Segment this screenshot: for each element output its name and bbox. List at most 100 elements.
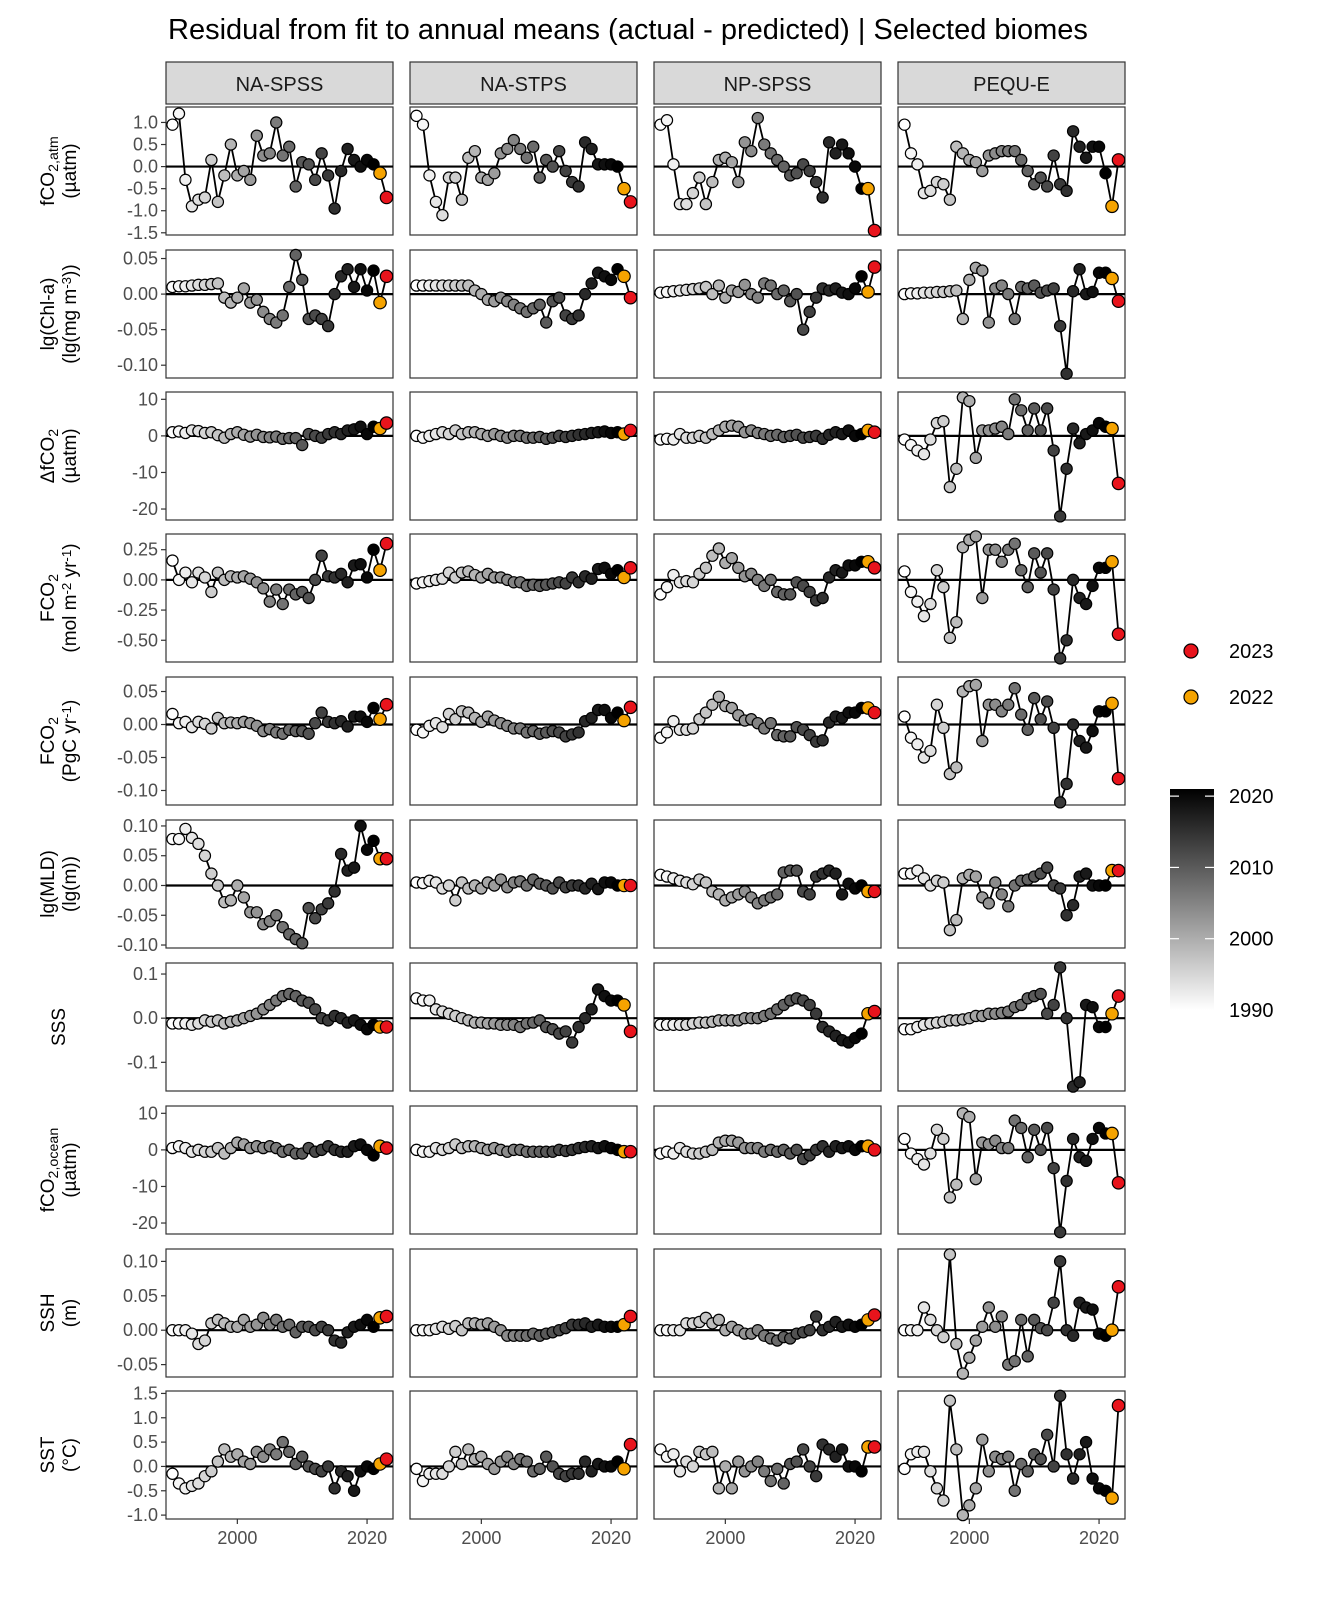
y-tick-label: -20 [132, 1213, 158, 1233]
data-point [764, 716, 777, 730]
panel [409, 249, 638, 379]
data-point [835, 1443, 849, 1456]
data-point [1008, 537, 1021, 550]
y-tick-label: 0 [148, 426, 158, 446]
y-axis-unit: (µatm) [60, 1142, 81, 1197]
data-point [956, 1367, 970, 1380]
panel [653, 1390, 882, 1520]
data-point [360, 571, 374, 584]
legend-key-2022 [1183, 689, 1199, 705]
panel [165, 1248, 394, 1378]
data-point [937, 415, 950, 428]
data-point [803, 585, 816, 599]
data-point [552, 144, 566, 158]
data-point [224, 138, 238, 151]
data-point [205, 585, 218, 599]
data-point [725, 551, 739, 565]
data-point [930, 698, 944, 711]
data-point [308, 573, 322, 587]
data-point [712, 1482, 726, 1495]
data-point [379, 190, 394, 205]
data-point [989, 543, 1002, 556]
data-point [308, 716, 322, 730]
y-tick-label: 1.5 [133, 1383, 158, 1403]
data-point [855, 1027, 868, 1040]
data-point [347, 280, 361, 294]
panel-border [409, 1105, 638, 1235]
panel-border [409, 1248, 638, 1378]
y-axis-label: FCO2 [38, 717, 62, 765]
data-point [1086, 1303, 1099, 1316]
data-point [660, 726, 674, 739]
data-point [1099, 1020, 1112, 1034]
data-point [585, 1003, 598, 1016]
data-point [1079, 597, 1093, 611]
data-point [1053, 882, 1067, 895]
facet-label: NP-SPSS [724, 74, 812, 96]
data-point [924, 1313, 937, 1327]
legend-label-2022: 2022 [1229, 687, 1274, 709]
y-tick-label: 0.00 [123, 715, 158, 735]
data-point [1021, 1150, 1034, 1164]
data-point [1040, 861, 1054, 874]
x-tick-label: 2000 [705, 1528, 745, 1548]
facet-strip: NA-STPS [409, 61, 638, 105]
data-point [1105, 696, 1119, 711]
data-point [617, 269, 631, 284]
data-point [732, 561, 745, 575]
data-point [1008, 393, 1021, 406]
data-point [963, 1110, 976, 1124]
data-point [1047, 1296, 1060, 1309]
data-point [867, 705, 882, 720]
data-point [185, 576, 199, 589]
data-point [803, 1460, 816, 1473]
data-point [950, 761, 963, 774]
plot-area: NA-SPSS NA-STPS NP-SPSS PEQU-EfCO2,atm(µatm… [38, 61, 1126, 1548]
y-axis-unit: (°C) [60, 1438, 81, 1472]
data-point [283, 280, 296, 294]
data-point [334, 164, 348, 178]
panel [165, 391, 394, 521]
facet-strip: NA-SPSS [165, 61, 394, 105]
data-point [559, 164, 572, 178]
data-point [764, 573, 777, 587]
y-tick-label: 0.05 [123, 1286, 158, 1306]
x-tick-label: 2000 [461, 1528, 501, 1548]
data-point [777, 160, 790, 173]
data-point [855, 270, 868, 283]
data-point [179, 566, 192, 579]
panel [653, 249, 882, 379]
data-point [917, 1301, 931, 1314]
data-point [1015, 708, 1028, 721]
y-tick-label: 10 [138, 389, 158, 409]
data-point [937, 1330, 950, 1344]
y-tick-label: -1.0 [127, 201, 158, 221]
data-point [296, 937, 309, 950]
data-point [867, 1440, 882, 1454]
data-point [1079, 1154, 1093, 1168]
data-point [211, 1455, 225, 1468]
data-point [1111, 989, 1126, 1003]
data-point [416, 118, 430, 131]
data-point [1008, 144, 1021, 158]
data-point [527, 140, 540, 153]
data-point [1060, 462, 1073, 475]
data-point [1111, 863, 1126, 878]
data-point [1047, 444, 1060, 457]
panel [897, 1105, 1126, 1239]
y-axis-unit: (m) [60, 1299, 81, 1327]
x-tick-label: 2020 [591, 1528, 631, 1548]
panel-border [409, 676, 638, 806]
data-point [1021, 424, 1034, 437]
data-point [835, 888, 849, 901]
data-point [1073, 263, 1086, 276]
data-point [693, 171, 706, 184]
data-point [360, 284, 374, 297]
data-point [816, 734, 829, 747]
data-point [507, 133, 520, 147]
data-point [244, 173, 257, 187]
data-point [250, 906, 263, 919]
legend-key-2023 [1183, 643, 1199, 659]
colorbar-label: 2020 [1229, 786, 1274, 808]
x-tick-label: 2000 [217, 1528, 257, 1548]
